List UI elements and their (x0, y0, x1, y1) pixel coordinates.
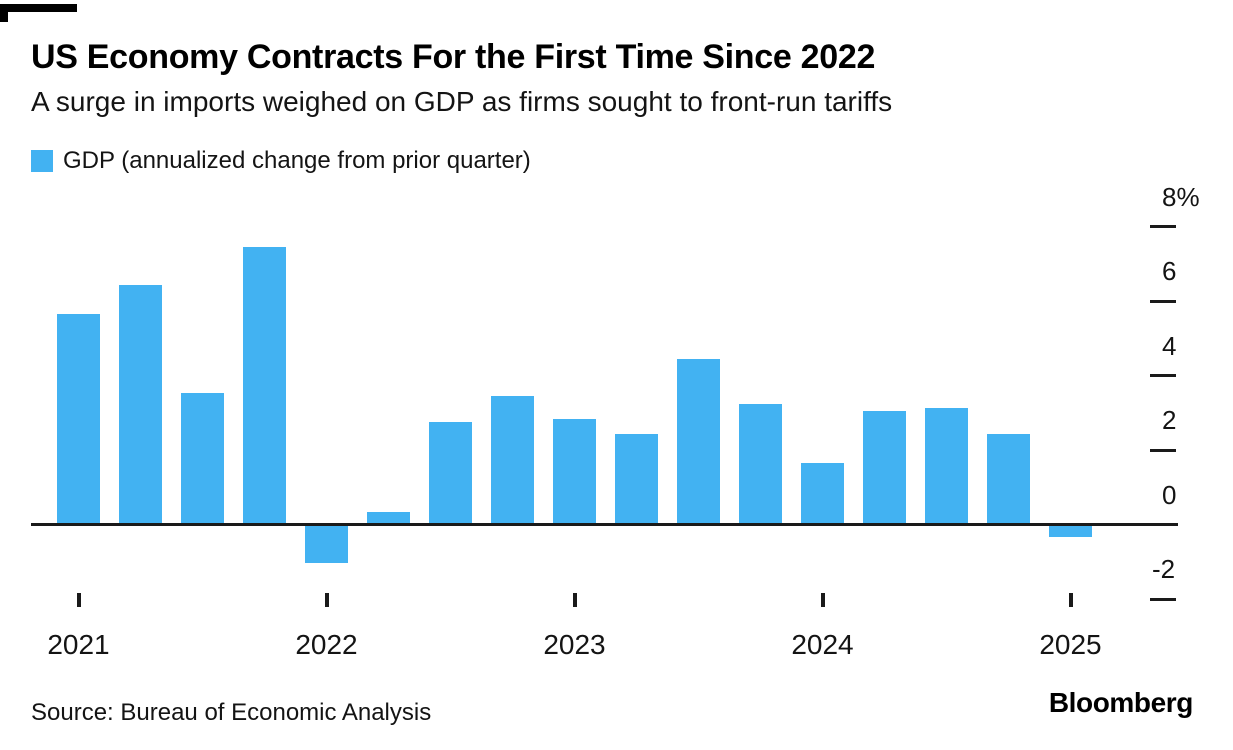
bloomberg-logo: Bloomberg (1048, 687, 1194, 718)
bar-2021-q1 (57, 314, 100, 523)
zero-axis-line (31, 523, 1178, 526)
y-axis-label-4: 4 (1162, 330, 1177, 361)
x-axis-label-2025: 2025 (1039, 629, 1102, 660)
y-axis-label-2: 2 (1162, 405, 1177, 435)
bar-2021-q2 (119, 284, 162, 523)
y-tick-6 (1150, 299, 1176, 303)
x-tick-2023 (572, 593, 577, 607)
y-tick-8 (1150, 225, 1176, 228)
x-axis-label-2021: 2021 (47, 629, 110, 660)
bar-2024-q4 (987, 433, 1030, 523)
bar-2024-q3 (925, 407, 968, 523)
y-tick-4 (1150, 374, 1176, 377)
y-axis-label-8: 8% (1162, 181, 1200, 212)
x-tick-2021 (76, 593, 81, 607)
bar-2022-q1 (305, 526, 348, 564)
legend-swatch (31, 150, 53, 172)
y-axis-label-0: 0 (1162, 479, 1177, 510)
bar-2023-q3 (677, 359, 720, 523)
bar-2021-q3 (181, 392, 224, 523)
bar-2022-q4 (491, 396, 534, 523)
bar-2023-q1 (553, 418, 596, 523)
x-axis-label-2022: 2022 (295, 629, 358, 660)
legend: GDP (annualized change from prior quarte… (31, 147, 531, 174)
corner-mark-vertical (0, 4, 8, 22)
legend-label: GDP (annualized change from prior quarte… (63, 147, 531, 174)
x-tick-2024 (820, 593, 825, 607)
chart-title: US Economy Contracts For the First Time … (31, 38, 876, 76)
y-tick-2 (1150, 448, 1176, 452)
bar-2024-q2 (863, 411, 906, 523)
bar-2024-q1 (801, 463, 844, 523)
y-tick--2 (1150, 597, 1176, 601)
x-axis-label-2024: 2024 (791, 629, 854, 660)
y-axis-label--2: -2 (1152, 554, 1176, 584)
bar-2021-q4 (243, 247, 286, 523)
bar-2023-q4 (739, 403, 782, 523)
source-note: Source: Bureau of Economic Analysis (31, 699, 432, 726)
x-tick-2025 (1068, 593, 1073, 607)
chart-subtitle: A surge in imports weighed on GDP as fir… (31, 86, 893, 117)
x-tick-2022 (324, 593, 329, 607)
bar-2022-q2 (367, 511, 410, 523)
x-axis-label-2023: 2023 (543, 629, 606, 660)
bar-2025-q1 (1049, 526, 1092, 538)
bar-2023-q2 (615, 433, 658, 523)
corner-mark-horizontal (0, 4, 77, 12)
y-axis-label-6: 6 (1162, 256, 1177, 286)
bar-2022-q3 (429, 422, 472, 523)
